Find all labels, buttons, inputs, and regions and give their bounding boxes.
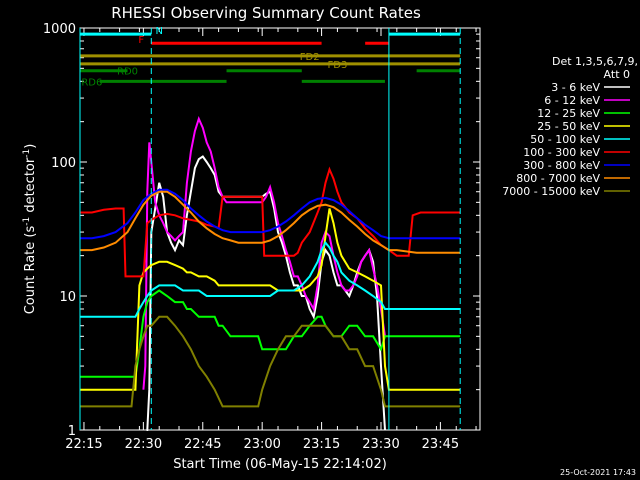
legend-label-12-25-kev: 12 - 25 keV — [537, 107, 600, 120]
flag-label-fd3: FD3 — [328, 60, 348, 71]
y-label-sup1: -1 — [22, 217, 32, 226]
x-tick-label: 23:15 — [303, 437, 340, 452]
legend-label-100-300-kev: 100 - 300 keV — [523, 146, 600, 159]
y-tick-label: 1000 — [43, 22, 76, 37]
y-tick-label: 10 — [59, 290, 76, 305]
y-label-main: Count Rate (s — [23, 226, 38, 315]
legend-label-300-800-kev: 300 - 800 keV — [523, 159, 600, 172]
flag-label-rd6: RD6 — [81, 77, 102, 88]
chart-title: RHESSI Observing Summary Count Rates — [111, 4, 421, 22]
y-label-mid: detector — [23, 157, 38, 217]
legend-label-800-7000-kev: 800 - 7000 keV — [516, 172, 600, 185]
footer-timestamp: 25-Oct-2021 17:43 — [560, 468, 636, 477]
y-label-end: ) — [23, 144, 38, 149]
x-tick-label: 22:15 — [65, 437, 102, 452]
flag-label-f: F — [138, 35, 144, 46]
x-axis-label: Start Time (06-May-15 22:14:02) — [173, 457, 387, 472]
legend-label-6-12-kev: 6 - 12 keV — [544, 94, 600, 107]
legend-header-detectors: Det 1,3,5,6,7,9, — [552, 55, 638, 68]
flag-label-fd2: FD2 — [300, 52, 320, 63]
legend-label-7000-15000-kev: 7000 - 15000 keV — [502, 185, 600, 198]
flag-label-n: N — [156, 26, 163, 37]
legend-label-3-6-kev: 3 - 6 keV — [551, 81, 600, 94]
y-axis-label: Count Rate (s-1 detector-1) — [22, 144, 38, 315]
x-tick-label: 23:00 — [243, 437, 280, 452]
x-tick-label: 23:45 — [422, 437, 459, 452]
legend-label-50-100-kev: 50 - 100 keV — [530, 133, 600, 146]
y-label-sup2: -1 — [22, 149, 32, 158]
x-tick-label: 23:30 — [362, 437, 399, 452]
x-tick-label: 22:30 — [125, 437, 162, 452]
legend-label-25-50-kev: 25 - 50 keV — [537, 120, 600, 133]
legend-header-attenuator: Att 0 — [604, 68, 630, 81]
y-tick-label: 100 — [51, 156, 76, 171]
flag-label-rd0: RD0 — [117, 67, 138, 78]
x-tick-label: 22:45 — [184, 437, 221, 452]
